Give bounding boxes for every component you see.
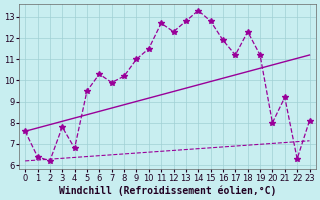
X-axis label: Windchill (Refroidissement éolien,°C): Windchill (Refroidissement éolien,°C) [59,185,276,196]
